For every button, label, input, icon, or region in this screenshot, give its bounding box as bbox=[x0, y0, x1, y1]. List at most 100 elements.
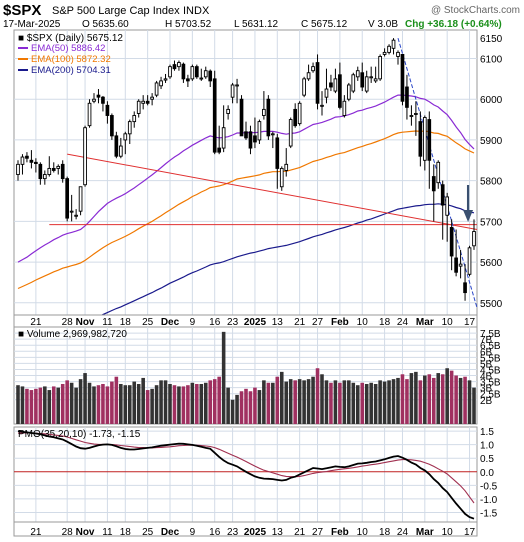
candle-body bbox=[221, 127, 226, 149]
candle-body bbox=[51, 167, 56, 171]
x-tick-label: 18 bbox=[120, 317, 132, 328]
volume-bar bbox=[226, 387, 230, 424]
candle-body bbox=[311, 66, 315, 72]
candle-body bbox=[47, 167, 52, 175]
x-tick-label: 9 bbox=[190, 317, 196, 328]
candle-body bbox=[284, 163, 289, 171]
candle-body bbox=[118, 145, 123, 157]
volume-bar bbox=[391, 379, 396, 424]
volume-plot bbox=[16, 331, 476, 424]
x-tick-label: 21 bbox=[30, 317, 42, 328]
candle-body bbox=[132, 115, 137, 123]
volume-legend: ■ Volume 2,969,982,720 bbox=[18, 329, 127, 340]
candle-body bbox=[110, 115, 114, 137]
volume-bar bbox=[342, 380, 347, 424]
volume-bar bbox=[101, 383, 105, 424]
candle-body bbox=[458, 263, 463, 267]
legend-price: ■ $SPX (Daily) 5675.12 bbox=[18, 33, 123, 44]
volume-bar bbox=[141, 377, 145, 424]
volume-y-tick: 4B bbox=[480, 372, 493, 383]
volume-bar bbox=[400, 374, 405, 424]
price-y-tick: 5900 bbox=[480, 136, 503, 147]
x-axis-labels-top: 21 28 Nov 11 18 25 Dec 9 16 23 2025 13 21 27 Feb 10 18 24… bbox=[30, 317, 475, 328]
volume-bar bbox=[181, 386, 186, 424]
volume-bar bbox=[47, 390, 52, 424]
volume-y-tick: 3B bbox=[480, 384, 493, 395]
x-tick-label: 10 bbox=[357, 317, 369, 328]
x-tick-label: 24 bbox=[397, 527, 409, 538]
candle-body bbox=[145, 100, 150, 104]
candle-body bbox=[364, 76, 369, 92]
candle-body bbox=[396, 51, 400, 57]
candle-body bbox=[454, 257, 458, 273]
candle-body bbox=[302, 78, 306, 96]
candle-body bbox=[463, 282, 467, 294]
open-value: O 5635.60 bbox=[82, 19, 129, 30]
volume-bar bbox=[445, 368, 449, 424]
volume-y-tick: 6.5B bbox=[480, 341, 501, 352]
pmo-panel bbox=[13, 426, 478, 523]
x-tick-label: 11 bbox=[102, 317, 113, 328]
volume-bar bbox=[195, 383, 199, 424]
candle-body bbox=[400, 53, 405, 102]
pmo-plot bbox=[17, 430, 475, 520]
x-tick-label: 21 bbox=[294, 527, 306, 538]
x-tick-label: 17 bbox=[464, 317, 476, 328]
x-tick-label: 23 bbox=[227, 317, 239, 328]
pmo-y-tick: -1.0 bbox=[480, 495, 498, 506]
ema100-line bbox=[17, 130, 475, 290]
price-y-tick: 5700 bbox=[480, 217, 503, 228]
candle-body bbox=[42, 174, 47, 180]
candle-body bbox=[226, 108, 230, 114]
volume-bar bbox=[38, 387, 43, 424]
candle-body bbox=[38, 163, 43, 180]
candle-body bbox=[467, 247, 472, 275]
x-tick-label: Dec bbox=[161, 527, 180, 538]
volume-bar bbox=[423, 375, 427, 424]
change-value: Chg +36.18 (+0.64%) bbox=[405, 19, 502, 30]
volume-y-tick: 7B bbox=[480, 335, 493, 346]
volume-bar bbox=[373, 383, 378, 424]
candle-body bbox=[387, 45, 391, 53]
price-y-axis: 5500 5600 5700 5800 5900 6000 6100 6150 bbox=[480, 34, 503, 310]
x-tick-label: 28 bbox=[62, 527, 74, 538]
candle-body bbox=[20, 156, 25, 165]
candle-body bbox=[378, 56, 382, 80]
volume-bar bbox=[221, 331, 226, 424]
volume-y-tick: 5B bbox=[480, 359, 493, 370]
candle-body bbox=[306, 72, 311, 80]
volume-bar bbox=[69, 382, 74, 424]
candle-body bbox=[315, 62, 320, 104]
volume-bar bbox=[105, 386, 110, 424]
candle-body bbox=[253, 135, 257, 143]
volume-bar bbox=[387, 380, 391, 424]
volume-bar bbox=[454, 375, 458, 424]
candle-body bbox=[431, 176, 436, 192]
volume-bar bbox=[186, 385, 190, 424]
date-label: 17-Mar-2025 bbox=[3, 19, 61, 30]
candle-body bbox=[422, 117, 427, 161]
close-value: C 5675.12 bbox=[301, 19, 348, 30]
volume-bar bbox=[159, 380, 163, 424]
candle-body bbox=[369, 76, 374, 79]
candle-body bbox=[203, 70, 208, 78]
x-tick-label: 10 bbox=[442, 317, 454, 328]
volume-bar bbox=[449, 370, 454, 424]
pmo-y-tick: -1.5 bbox=[480, 509, 498, 520]
price-y-tick: 6150 bbox=[480, 34, 503, 45]
candle-body bbox=[382, 51, 387, 55]
volume-bar bbox=[271, 382, 275, 424]
price-y-tick: 5500 bbox=[480, 299, 503, 310]
volume-bar bbox=[315, 368, 320, 424]
candle-body bbox=[34, 161, 38, 164]
volume-bar bbox=[56, 387, 61, 424]
volume-y-tick: 6B bbox=[480, 347, 493, 358]
pmo-y-tick: 0.0 bbox=[480, 468, 494, 479]
candle-body bbox=[324, 88, 329, 98]
candle-body bbox=[436, 161, 441, 184]
volume-bar bbox=[414, 371, 418, 424]
x-tick-label: Dec bbox=[161, 317, 180, 328]
volume-bar bbox=[458, 377, 463, 424]
candle-body bbox=[136, 100, 141, 114]
x-tick-label: 9 bbox=[190, 527, 196, 538]
